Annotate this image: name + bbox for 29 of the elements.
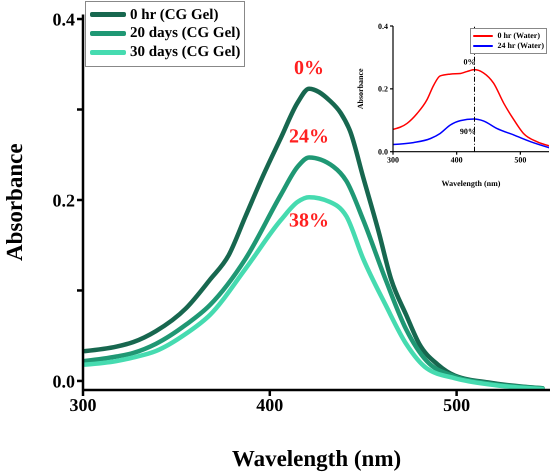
annotation: 38% — [289, 209, 330, 232]
y-tick-label: 0.2 — [378, 84, 388, 94]
annotation: 24% — [289, 126, 330, 148]
y-axis-title: Absorbance — [356, 68, 365, 110]
x-axis-title: Wavelength (nm) — [442, 179, 501, 188]
line-series — [393, 118, 549, 148]
x-tick-label: 400 — [450, 155, 463, 164]
x-tick-label: 500 — [443, 394, 470, 415]
y-axis-title: Absorbance — [2, 143, 28, 262]
line-series — [83, 195, 545, 390]
y-tick-label: 0.4 — [52, 9, 75, 30]
legend-label: 30 days (CG Gel) — [130, 43, 240, 62]
y-tick-label: 0.4 — [378, 22, 388, 31]
annotation: 90% — [460, 126, 476, 136]
x-tick-label: 400 — [256, 394, 284, 415]
x-tick-label: 500 — [514, 155, 526, 164]
y-tick-label: 0.2 — [52, 190, 75, 210]
x-axis-title: Wavelength (nm) — [232, 446, 402, 472]
x-tick-label: 300 — [387, 155, 399, 164]
annotation: 0% — [464, 58, 476, 67]
y-tick-label: 0.0 — [378, 148, 388, 157]
legend-label: 24 hr (Water) — [497, 41, 544, 51]
x-tick-label: 300 — [70, 394, 96, 415]
legend-label: 20 days (CG Gel) — [130, 24, 240, 43]
legend-label: 0 hr (CG Gel) — [130, 6, 218, 24]
annotation: 0% — [294, 56, 324, 79]
legend-label: 0 hr (Water) — [497, 31, 540, 41]
line-series — [393, 68, 549, 146]
y-tick-label: 0.0 — [52, 371, 75, 392]
